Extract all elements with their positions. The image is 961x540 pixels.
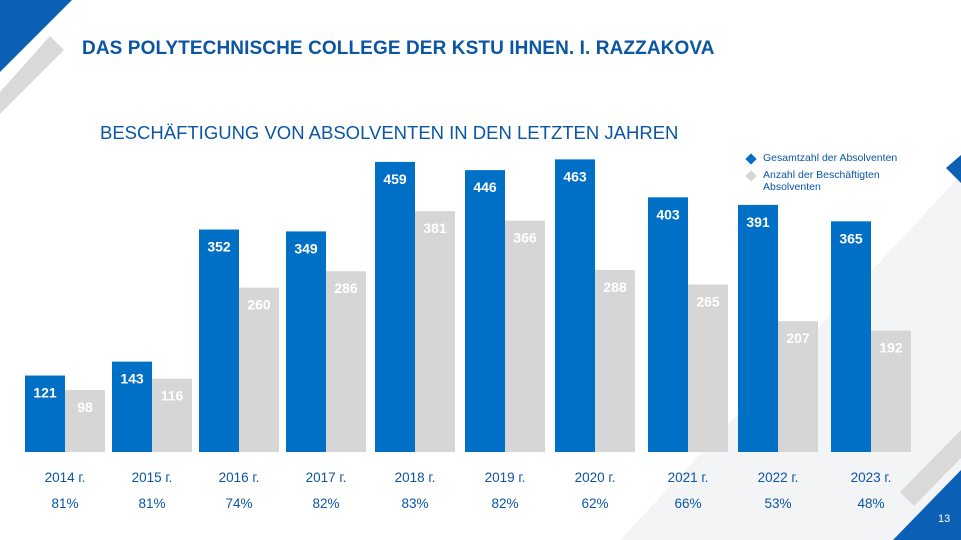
data-label-employed: 116 <box>161 388 184 404</box>
data-label-total: 463 <box>563 168 587 184</box>
x-tick-label: 2015 г. <box>132 470 173 485</box>
percentage-label: 81% <box>51 496 78 511</box>
percentage-label: 83% <box>401 496 428 511</box>
data-label-employed: 98 <box>77 399 93 415</box>
legend-label-total: Gesamtzahl der Absolventen <box>763 152 898 164</box>
percentage-label: 82% <box>312 496 339 511</box>
corner-shape-blue-bottom-right <box>893 470 961 540</box>
percentage-label: 48% <box>857 496 884 511</box>
bar-total <box>286 231 326 452</box>
chart-legend: Gesamtzahl der Absolventen Anzahl der Be… <box>745 152 923 198</box>
x-tick-label: 2022 г. <box>758 470 799 485</box>
percentage-label: 81% <box>138 496 165 511</box>
bar-employed <box>239 287 279 452</box>
page-number: 13 <box>938 513 951 525</box>
data-label-total: 446 <box>473 179 497 195</box>
bar-total <box>648 197 688 452</box>
data-label-employed: 207 <box>786 330 810 346</box>
bar-total <box>831 221 871 452</box>
bar-employed <box>505 220 545 452</box>
bar-total <box>555 159 595 452</box>
corner-shape-blue-top-left <box>0 0 72 72</box>
bar-employed <box>778 321 818 452</box>
data-label-total: 352 <box>207 239 231 255</box>
data-label-total: 349 <box>294 240 318 256</box>
data-label-employed: 286 <box>334 280 358 296</box>
percentage-label: 82% <box>491 496 518 511</box>
x-tick-label: 2023 г. <box>851 470 892 485</box>
bar-total <box>375 161 415 453</box>
bar-employed <box>415 211 455 452</box>
data-label-total: 365 <box>839 230 863 246</box>
x-tick-label: 2017 г. <box>306 470 347 485</box>
data-label-total: 403 <box>656 206 680 222</box>
page-title: DAS POLYTECHNISCHE COLLEGE DER KSTU IHNE… <box>82 38 715 59</box>
bar-employed <box>871 330 911 452</box>
bar-employed <box>688 284 728 452</box>
x-tick-label: 2018 г. <box>395 470 436 485</box>
x-tick-label: 2016 г. <box>219 470 260 485</box>
corner-stripe-grey-top-left <box>0 36 64 114</box>
data-label-employed: 366 <box>513 230 537 246</box>
corner-stripe-grey-bottom-right <box>900 430 961 506</box>
bar-employed <box>595 269 635 452</box>
legend-label-employed: Anzahl der Beschäftigten Absolventen <box>763 169 880 193</box>
x-tick-label: 2020 г. <box>575 470 616 485</box>
x-tick-label: 2014 г. <box>45 470 86 485</box>
data-label-total: 143 <box>120 371 144 387</box>
chart-title: BESCHÄFTIGUNG VON ABSOLVENTEN IN DEN LET… <box>100 122 679 143</box>
data-label-employed: 381 <box>423 220 447 236</box>
data-label-total: 391 <box>746 214 770 230</box>
x-tick-label: 2019 г. <box>485 470 526 485</box>
bar-total <box>112 361 152 452</box>
data-label-employed: 260 <box>247 297 271 313</box>
data-label-total: 459 <box>383 171 407 187</box>
bar-total <box>199 229 239 452</box>
legend-item-employed: Anzahl der Beschäftigten Absolventen <box>745 169 923 193</box>
percentage-label: 74% <box>225 496 252 511</box>
x-tick-label: 2021 г. <box>668 470 709 485</box>
bar-employed <box>326 271 366 452</box>
bar-total <box>465 170 505 453</box>
percentage-label: 53% <box>764 496 791 511</box>
legend-item-total: Gesamtzahl der Absolventen <box>745 152 923 165</box>
edge-shape-blue-right <box>946 155 961 183</box>
bar-employed <box>65 390 105 452</box>
data-label-employed: 265 <box>696 294 720 310</box>
data-label-total: 121 <box>33 385 57 401</box>
bar-total <box>25 375 65 452</box>
percentage-label: 62% <box>581 496 608 511</box>
data-label-employed: 192 <box>879 340 903 356</box>
percentage-label: 66% <box>674 496 701 511</box>
bar-total <box>738 204 778 452</box>
data-label-employed: 288 <box>603 279 627 295</box>
bar-employed <box>152 378 192 452</box>
